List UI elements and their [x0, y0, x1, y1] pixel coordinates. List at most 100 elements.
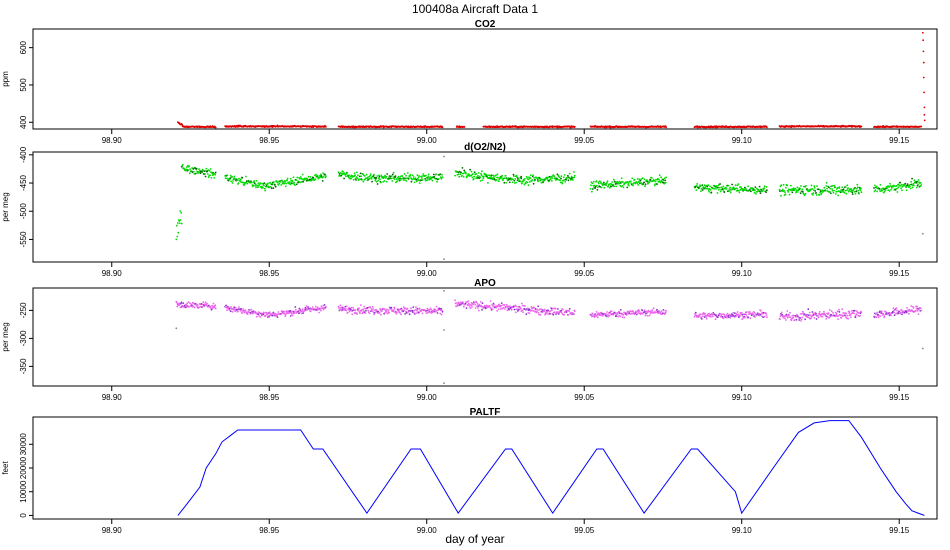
data-point: [618, 310, 620, 313]
data-point: [726, 312, 729, 315]
data-point: [226, 174, 229, 177]
data-point: [538, 313, 540, 316]
x-tick-label: 99.00: [417, 136, 438, 145]
data-point: [701, 315, 704, 318]
data-point: [896, 309, 898, 312]
data-point: [878, 314, 880, 317]
data-point: [898, 185, 901, 187]
data-point: [371, 310, 374, 312]
data-point: [742, 317, 745, 319]
data-point: [198, 171, 201, 173]
data-point: [838, 186, 841, 188]
data-point: [373, 313, 375, 316]
data-point: [440, 177, 443, 180]
data-point: [462, 172, 465, 175]
y-tick-label: -550: [19, 231, 28, 248]
data-point: [752, 313, 755, 316]
data-point: [518, 178, 520, 180]
data-point: [505, 303, 508, 306]
data-point: [320, 305, 323, 308]
data-point: [831, 189, 834, 192]
data-point: [814, 190, 817, 192]
data-point: [838, 308, 840, 311]
data-point: [376, 183, 379, 185]
data-point: [855, 313, 858, 316]
data-point: [844, 189, 847, 192]
data-point: [471, 176, 474, 179]
data-point: [602, 183, 605, 186]
data-segment: [455, 125, 466, 129]
data-point: [622, 313, 625, 316]
data-point: [237, 310, 239, 313]
data-point: [527, 178, 529, 181]
data-point: [832, 311, 834, 314]
data-point: [233, 308, 236, 311]
data-point: [491, 177, 494, 179]
data-point: [619, 315, 622, 318]
data-point: [281, 182, 284, 185]
data-point: [911, 186, 914, 189]
data-point: [301, 173, 304, 176]
data-point: [763, 315, 766, 318]
data-point: [413, 309, 416, 312]
data-point: [800, 185, 802, 187]
data-point: [375, 177, 378, 179]
data-point: [415, 306, 417, 308]
data-point: [699, 185, 702, 188]
data-point: [309, 176, 312, 178]
data-point: [900, 308, 903, 311]
data-point: [812, 189, 815, 192]
data-point: [352, 306, 354, 309]
data-point: [176, 305, 179, 308]
data-point: [396, 180, 399, 183]
data-point: [490, 174, 493, 177]
data-segment: [873, 124, 923, 129]
data-point: [368, 177, 371, 180]
data-point: [831, 188, 833, 190]
data-point: [547, 176, 550, 179]
data-point: [537, 305, 540, 308]
data-point: [566, 309, 569, 312]
data-point: [425, 174, 427, 177]
data-point: [199, 305, 202, 308]
data-point: [351, 313, 354, 316]
data-point: [729, 316, 732, 319]
data-point: [431, 179, 434, 182]
data-point: [503, 177, 506, 180]
data-segment: [224, 304, 271, 319]
data-point: [176, 222, 179, 224]
data-point: [248, 311, 251, 314]
data-point: [593, 316, 596, 319]
data-point: [276, 181, 279, 184]
data-point: [311, 178, 314, 180]
data-point: [405, 180, 408, 182]
data-point: [362, 180, 365, 183]
data-point: [460, 171, 462, 174]
data-point: [475, 301, 478, 304]
data-point: [439, 173, 442, 176]
data-point: [311, 306, 314, 308]
data-point: [755, 193, 757, 195]
data-point: [472, 173, 474, 175]
data-point: [254, 183, 257, 186]
data-point: [502, 179, 504, 182]
data-point: [719, 183, 721, 185]
data-point: [436, 180, 438, 183]
data-segment: [268, 304, 327, 318]
data-point: [735, 190, 738, 192]
data-point: [920, 184, 923, 186]
data-point: [185, 303, 188, 306]
data-point: [350, 177, 352, 180]
data-point: [361, 311, 364, 314]
data-point: [641, 309, 644, 312]
data-point: [595, 180, 598, 183]
data-point: [780, 184, 783, 187]
data-point: [643, 309, 646, 312]
x-tick-label: 99.15: [889, 526, 910, 535]
data-point: [820, 315, 822, 318]
data-point: [738, 191, 741, 194]
data-segment: [873, 305, 923, 319]
data-point: [605, 313, 607, 315]
data-point: [469, 168, 471, 171]
data-point: [482, 177, 485, 180]
